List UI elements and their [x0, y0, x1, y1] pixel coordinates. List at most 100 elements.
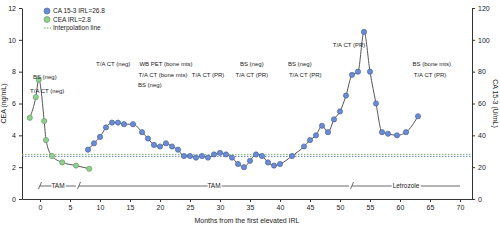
tick-mark — [430, 199, 431, 202]
data-point — [361, 29, 366, 34]
tick-label: 60 — [478, 100, 486, 107]
data-point — [211, 152, 216, 157]
data-point — [97, 134, 102, 139]
tick: 25 — [187, 199, 195, 211]
data-point — [277, 161, 282, 166]
data-point — [379, 130, 384, 135]
axis-line — [22, 9, 23, 200]
annotation: BS (neg) — [138, 82, 162, 88]
data-point — [73, 163, 78, 168]
irl-line — [22, 156, 472, 157]
tick-label: 100 — [478, 37, 490, 44]
tick-label: 35 — [247, 204, 255, 211]
tick-mark — [19, 8, 22, 9]
tick: 0 — [39, 199, 43, 211]
tick-mark — [19, 135, 22, 136]
annotation: T/A CT (neg) — [96, 61, 130, 67]
tick-mark — [19, 40, 22, 41]
tick: 30 — [217, 199, 225, 211]
data-point — [235, 161, 240, 166]
legend: CA 15-3 IRL=26.8CEA IRL=2.8Interpolation… — [44, 7, 105, 32]
tick: 100 — [472, 37, 490, 44]
treatment-label: Letrozole — [393, 182, 420, 189]
tick-label: 30 — [217, 204, 225, 211]
legend-label: CEA IRL=2.8 — [53, 16, 91, 23]
data-point — [253, 152, 258, 157]
tick: 70 — [457, 199, 465, 211]
data-point — [415, 114, 420, 119]
data-point — [271, 163, 276, 168]
tick-label: 70 — [457, 204, 465, 211]
tick-label: 4 — [12, 132, 16, 139]
legend-label: CA 15-3 IRL=26.8 — [53, 7, 105, 14]
data-point — [289, 153, 294, 158]
data-point — [241, 165, 246, 170]
tick-label: 20 — [157, 204, 165, 211]
data-point — [163, 141, 168, 146]
tick-label: 5 — [69, 204, 73, 211]
treatment-label: TAM — [51, 182, 64, 189]
tick-label: 40 — [478, 132, 486, 139]
treatment-break — [351, 182, 354, 189]
tick-label: 65 — [427, 204, 435, 211]
tick-label: 15 — [127, 204, 135, 211]
tick-mark — [310, 199, 311, 202]
data-point — [199, 153, 204, 158]
tick-mark — [460, 199, 461, 202]
irl-line — [22, 154, 472, 155]
data-point — [319, 123, 324, 128]
tick-mark — [472, 199, 475, 200]
data-point — [385, 131, 390, 136]
data-point — [349, 72, 354, 77]
data-point — [259, 153, 264, 158]
data-point — [157, 144, 162, 149]
data-point — [91, 141, 96, 146]
x-axis-title: Months from the first elevated IRL — [194, 217, 299, 224]
data-point — [169, 144, 174, 149]
tick: 10 — [97, 199, 105, 211]
tick: 40 — [472, 132, 486, 139]
tick-label: 25 — [187, 204, 195, 211]
tick: 5 — [69, 199, 73, 211]
annotation: BS (neg) — [240, 61, 264, 67]
tick-mark — [100, 199, 101, 202]
data-point — [331, 117, 336, 122]
data-point — [115, 120, 120, 125]
data-point — [373, 101, 378, 106]
tick-mark — [19, 104, 22, 105]
tick-label: 80 — [478, 68, 486, 75]
tick: 50 — [337, 199, 345, 211]
tick: 10 — [8, 37, 22, 44]
tick-label: 10 — [8, 37, 16, 44]
tick-mark — [190, 199, 191, 202]
data-point — [145, 136, 150, 141]
tick: 2 — [12, 164, 22, 171]
tick: 15 — [127, 199, 135, 211]
data-point — [151, 142, 156, 147]
tick-label: 55 — [367, 204, 375, 211]
annotation: T/A CT (bone mts) — [139, 72, 188, 78]
tick-mark — [472, 40, 475, 41]
tick: 40 — [277, 199, 285, 211]
tick-label: 40 — [277, 204, 285, 211]
tick: 4 — [12, 132, 22, 139]
data-point — [337, 109, 342, 114]
tick-mark — [160, 199, 161, 202]
annotation: T/A CT (PR) — [192, 72, 225, 78]
tick: 20 — [472, 164, 486, 171]
data-point — [60, 160, 65, 165]
tick-mark — [400, 199, 401, 202]
annotation: WB PET (bone mts) — [139, 61, 192, 67]
y2-axis-title: CA 15-3 (U/mL) — [491, 79, 499, 128]
annotation: T/A CT (PR) — [414, 72, 447, 78]
tick-mark — [280, 199, 281, 202]
treatments: TAMTAMLetrozole — [39, 182, 461, 189]
y-axis-title: CEA (ng/mL) — [0, 83, 8, 123]
data-point — [229, 155, 234, 160]
data-point — [301, 144, 306, 149]
legend-item: CA 15-3 IRL=26.8 — [44, 7, 105, 14]
plot-area — [22, 29, 472, 171]
data-point — [343, 93, 348, 98]
data-point — [223, 152, 228, 157]
data-point — [187, 153, 192, 158]
